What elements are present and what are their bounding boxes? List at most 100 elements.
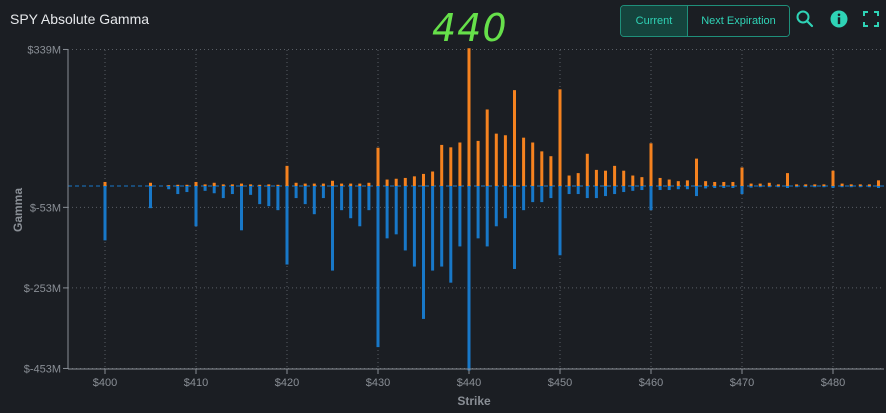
call-gamma-bar[interactable] (840, 183, 844, 186)
call-gamma-bar[interactable] (376, 147, 380, 186)
call-gamma-bar[interactable] (221, 184, 225, 186)
call-gamma-bar[interactable] (176, 184, 180, 186)
call-gamma-bar[interactable] (631, 175, 635, 186)
call-gamma-bar[interactable] (613, 165, 617, 186)
call-gamma-bar[interactable] (403, 177, 407, 186)
put-gamma-bar[interactable] (822, 186, 826, 188)
put-gamma-bar[interactable] (385, 186, 389, 239)
call-gamma-bar[interactable] (585, 153, 589, 186)
call-gamma-bar[interactable] (767, 182, 771, 186)
put-gamma-bar[interactable] (203, 186, 207, 191)
put-gamma-bar[interactable] (485, 186, 489, 247)
put-gamma-bar[interactable] (531, 186, 535, 203)
call-gamma-bar[interactable] (285, 165, 289, 186)
call-gamma-bar[interactable] (503, 135, 507, 186)
call-gamma-bar[interactable] (676, 181, 680, 186)
put-gamma-bar[interactable] (422, 186, 425, 319)
call-gamma-bar[interactable] (576, 173, 580, 186)
call-gamma-bar[interactable] (267, 184, 271, 186)
call-gamma-bar[interactable] (349, 183, 353, 186)
put-gamma-bar[interactable] (458, 186, 462, 247)
put-gamma-bar[interactable] (722, 186, 726, 189)
put-gamma-bar[interactable] (704, 186, 708, 189)
call-gamma-bar[interactable] (531, 142, 535, 187)
put-gamma-bar[interactable] (786, 186, 789, 189)
info-icon[interactable] (829, 9, 849, 29)
call-gamma-bar[interactable] (549, 156, 553, 186)
put-gamma-bar[interactable] (412, 186, 416, 267)
put-gamma-bar[interactable] (831, 186, 835, 189)
put-gamma-bar[interactable] (358, 186, 362, 227)
call-gamma-bar[interactable] (849, 184, 853, 186)
call-gamma-bar[interactable] (713, 181, 717, 186)
put-gamma-bar[interactable] (340, 186, 344, 211)
call-gamma-bar[interactable] (667, 179, 671, 186)
put-gamma-bar[interactable] (613, 186, 617, 195)
current-tab-button[interactable]: Current (621, 6, 687, 36)
call-gamma-bar[interactable] (731, 181, 735, 186)
call-gamma-bar[interactable] (467, 48, 471, 186)
put-gamma-bar[interactable] (267, 186, 271, 207)
call-gamma-bar[interactable] (822, 184, 826, 186)
call-gamma-bar[interactable] (776, 184, 780, 186)
call-gamma-bar[interactable] (449, 147, 453, 186)
put-gamma-bar[interactable] (658, 186, 662, 191)
put-gamma-bar[interactable] (758, 186, 762, 188)
call-gamma-bar[interactable] (594, 169, 598, 186)
put-gamma-bar[interactable] (776, 186, 780, 188)
call-gamma-bar[interactable] (194, 181, 198, 186)
put-gamma-bar[interactable] (840, 186, 844, 188)
call-gamma-bar[interactable] (303, 183, 307, 186)
put-gamma-bar[interactable] (185, 186, 189, 193)
call-gamma-bar[interactable] (513, 90, 516, 186)
call-gamma-bar[interactable] (522, 137, 526, 186)
call-gamma-bar[interactable] (867, 184, 871, 186)
call-gamma-bar[interactable] (758, 183, 762, 186)
put-gamma-bar[interactable] (676, 186, 680, 190)
put-gamma-bar[interactable] (713, 186, 717, 189)
call-gamma-bar[interactable] (321, 183, 325, 186)
put-gamma-bar[interactable] (576, 186, 580, 195)
put-gamma-bar[interactable] (321, 186, 325, 199)
put-gamma-bar[interactable] (558, 186, 562, 256)
call-gamma-bar[interactable] (385, 179, 389, 186)
call-gamma-bar[interactable] (649, 143, 653, 186)
put-gamma-bar[interactable] (212, 186, 216, 194)
put-gamma-bar[interactable] (376, 186, 380, 348)
call-gamma-bar[interactable] (458, 142, 462, 187)
call-gamma-bar[interactable] (786, 173, 789, 186)
put-gamma-bar[interactable] (640, 186, 644, 191)
call-gamma-bar[interactable] (795, 184, 799, 186)
search-icon[interactable] (795, 9, 815, 29)
put-gamma-bar[interactable] (294, 186, 298, 199)
put-gamma-bar[interactable] (240, 186, 243, 231)
call-gamma-bar[interactable] (695, 158, 698, 186)
put-gamma-bar[interactable] (649, 186, 653, 211)
put-gamma-bar[interactable] (549, 186, 553, 199)
put-gamma-bar[interactable] (740, 186, 744, 195)
put-gamma-bar[interactable] (431, 186, 435, 271)
put-gamma-bar[interactable] (312, 186, 316, 215)
call-gamma-bar[interactable] (704, 181, 708, 186)
put-gamma-bar[interactable] (749, 186, 753, 188)
call-gamma-bar[interactable] (622, 170, 626, 186)
put-gamma-bar[interactable] (513, 186, 516, 269)
put-gamma-bar[interactable] (522, 186, 526, 211)
call-gamma-bar[interactable] (658, 177, 662, 186)
call-gamma-bar[interactable] (203, 184, 207, 186)
put-gamma-bar[interactable] (594, 186, 598, 199)
put-gamma-bar[interactable] (604, 186, 607, 197)
put-gamma-bar[interactable] (258, 186, 262, 205)
call-gamma-bar[interactable] (685, 180, 689, 186)
put-gamma-bar[interactable] (167, 186, 171, 190)
put-gamma-bar[interactable] (540, 186, 544, 203)
put-gamma-bar[interactable] (176, 186, 180, 195)
call-gamma-bar[interactable] (312, 183, 316, 186)
call-gamma-bar[interactable] (476, 140, 480, 186)
put-gamma-bar[interactable] (877, 186, 880, 189)
call-gamma-bar[interactable] (230, 184, 234, 186)
put-gamma-bar[interactable] (449, 186, 453, 283)
call-gamma-bar[interactable] (212, 182, 216, 186)
fullscreen-icon[interactable] (861, 9, 881, 29)
put-gamma-bar[interactable] (394, 186, 398, 235)
